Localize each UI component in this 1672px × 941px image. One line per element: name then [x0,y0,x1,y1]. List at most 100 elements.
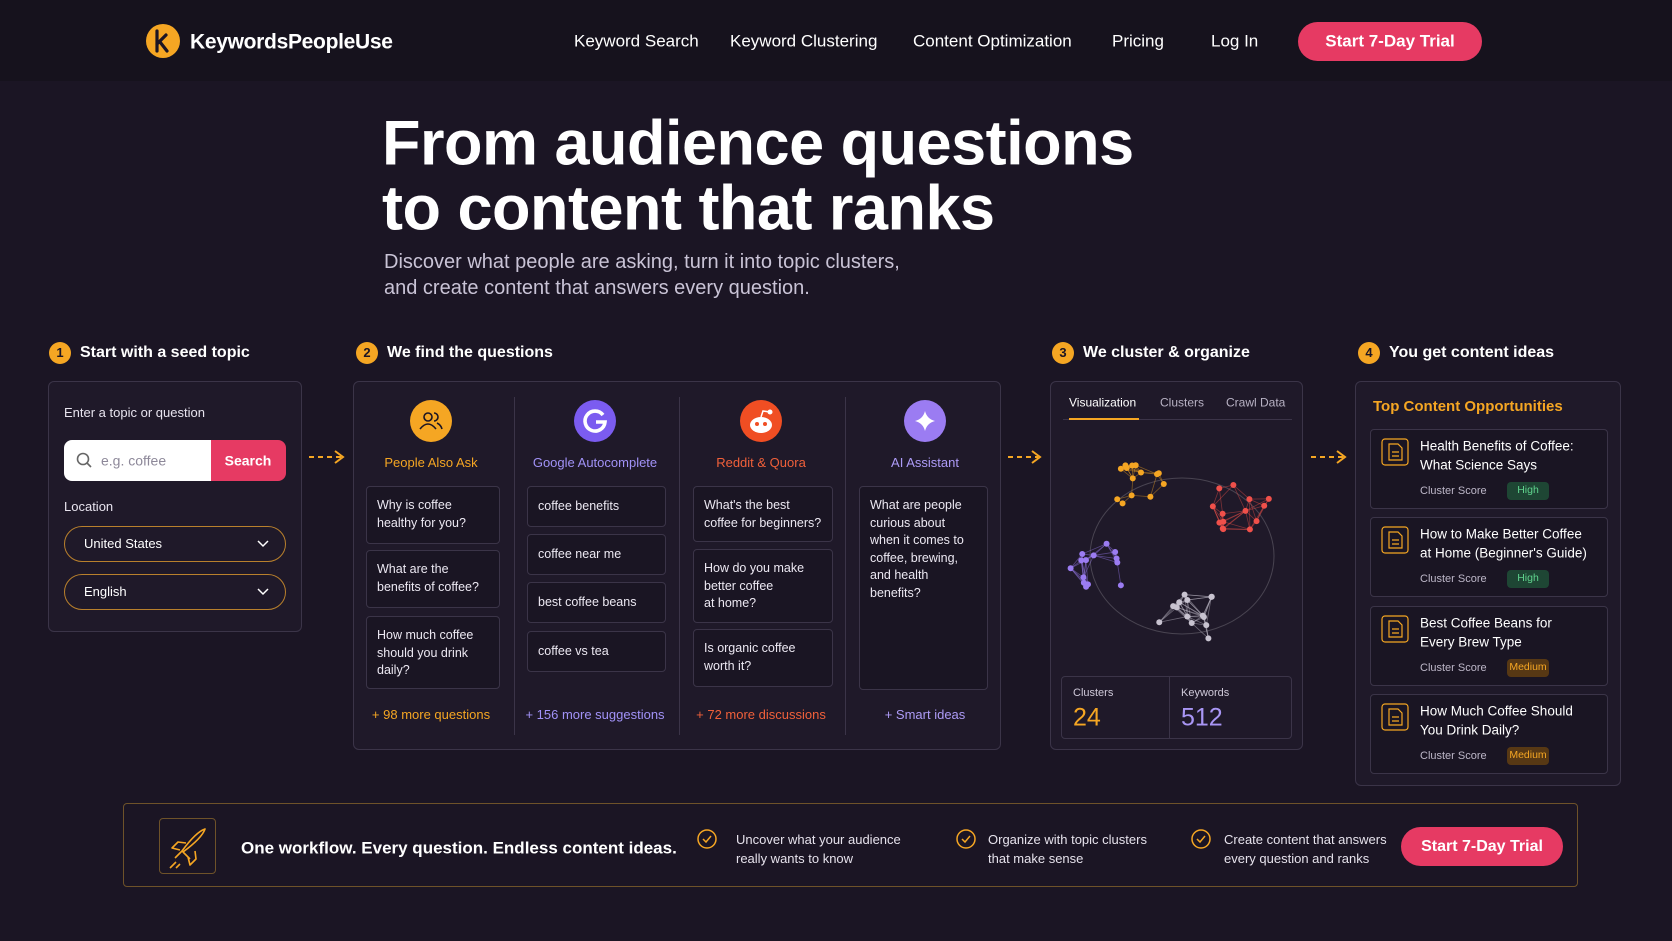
flow-arrow-head [1031,450,1042,464]
benefit-text: Uncover what your audience [736,831,901,847]
step-badge [1358,342,1380,364]
field-label: Enter a topic or question [64,404,205,420]
step-title: We cluster & organize [1083,344,1250,362]
idea-title: Best Coffee Beans for [1420,615,1552,631]
tab-rule [1063,419,1292,420]
idea-title: You Drink Daily? [1420,722,1520,738]
more-link[interactable]: + 72 more discussions [696,706,826,722]
footer-cta-label[interactable]: Start 7-Day Trial [1421,838,1543,856]
hero-subtitle: and create content that answers every qu… [384,277,810,299]
hero-subtitle: Discover what people are asking, turn it… [384,251,900,273]
search-button[interactable] [211,440,286,481]
question-text: How much coffee [377,628,474,643]
question-text: coffee near me [538,546,622,561]
score-badge [1507,570,1549,588]
idea-card [1370,517,1608,597]
cta-button[interactable] [1298,22,1482,61]
question-text: Why is coffee [377,498,452,513]
source-name: AI Assistant [891,454,959,470]
step-number: 2 [363,344,371,360]
more-link[interactable]: + 156 more suggestions [525,706,665,722]
question-card [527,631,666,672]
question-text: better coffee [704,578,774,593]
stat-value: 24 [1073,703,1101,732]
brand: KeywordsPeopleUse [190,30,393,54]
column-divider [514,397,515,735]
stat-label: Clusters [1073,686,1114,699]
question-card [693,549,833,623]
footer-tagline: One workflow. Every question. Endless co… [241,838,677,858]
more-link[interactable]: + Smart ideas [884,706,966,722]
idea-card [1370,606,1608,686]
idea-title: Health Benefits of Coffee: [1420,438,1574,454]
question-text: should you drink [377,645,469,660]
question-text: coffee, brewing, [870,550,959,565]
question-text: coffee for beginners? [704,515,822,530]
question-text: What are the [377,562,449,577]
question-text: daily? [377,663,410,678]
cta-label[interactable]: Start 7-Day Trial [1325,31,1455,51]
stats-divider [1169,676,1170,739]
field-label: Location [64,498,114,514]
source-name: People Also Ask [384,454,478,470]
question-text: when it comes to [870,533,964,548]
score-badge [1507,482,1549,500]
question-text: What's the best [704,498,790,513]
country-select[interactable] [64,526,286,562]
question-card [366,550,500,608]
stats-box [1061,676,1292,739]
score-value: High [1517,572,1539,585]
score-label: Cluster Score [1420,572,1487,585]
country-value[interactable]: United States [84,535,163,551]
idea-title: Every Brew Type [1420,634,1522,650]
question-text: healthy for you? [377,515,466,530]
column-divider [845,397,846,735]
step-title: Start with a seed topic [80,344,250,362]
idea-card [1370,694,1608,774]
idea-title: How to Make Better Coffee [1420,526,1582,542]
step-badge [356,342,378,364]
login-link[interactable]: Log In [1211,31,1259,51]
stat-label: Keywords [1181,686,1230,699]
cluster-tab[interactable]: Clusters [1160,395,1205,410]
score-value: High [1517,484,1539,497]
ideas-heading: Top Content Opportunities [1373,397,1563,415]
question-card [366,486,500,544]
nav-link[interactable]: Content Optimization [913,31,1072,51]
nav-link[interactable]: Keyword Search [574,31,699,51]
question-text: curious about [870,515,946,530]
question-text: What are people [870,498,962,513]
question-card [527,582,666,623]
question-card [366,616,500,689]
flow-arrow-head [334,450,345,464]
more-link[interactable]: + 98 more questions [371,706,491,722]
nav-link[interactable]: Keyword Clustering [730,31,878,51]
nav-link[interactable]: Pricing [1112,31,1164,51]
question-card [527,534,666,575]
language-select[interactable] [64,574,286,610]
benefit-text: every question and ranks [1224,850,1370,866]
rocket-box [159,818,216,874]
step-badge [49,342,71,364]
search-button-label[interactable]: Search [224,452,272,469]
score-label: Cluster Score [1420,484,1487,497]
question-text: worth it? [704,658,752,673]
footer-cta[interactable] [1401,827,1563,866]
cluster-tab[interactable]: Crawl Data [1226,395,1286,410]
question-text: and health [870,568,929,583]
question-text: benefits? [870,585,921,600]
benefit-text: that make sense [988,850,1084,866]
score-badge [1507,747,1549,765]
tab-underline [1069,418,1139,420]
score-value: Medium [1509,661,1547,674]
question-text: How do you make [704,561,805,576]
score-badge [1507,659,1549,677]
question-card [527,486,666,527]
cluster-tab[interactable]: Visualization [1069,395,1137,410]
question-text: Is organic coffee [704,641,796,656]
language-value[interactable]: English [84,583,127,599]
hero-title: From audience questions [382,108,1134,179]
question-text: benefits of coffee? [377,579,479,594]
benefit-text: Organize with topic clusters [988,831,1147,847]
